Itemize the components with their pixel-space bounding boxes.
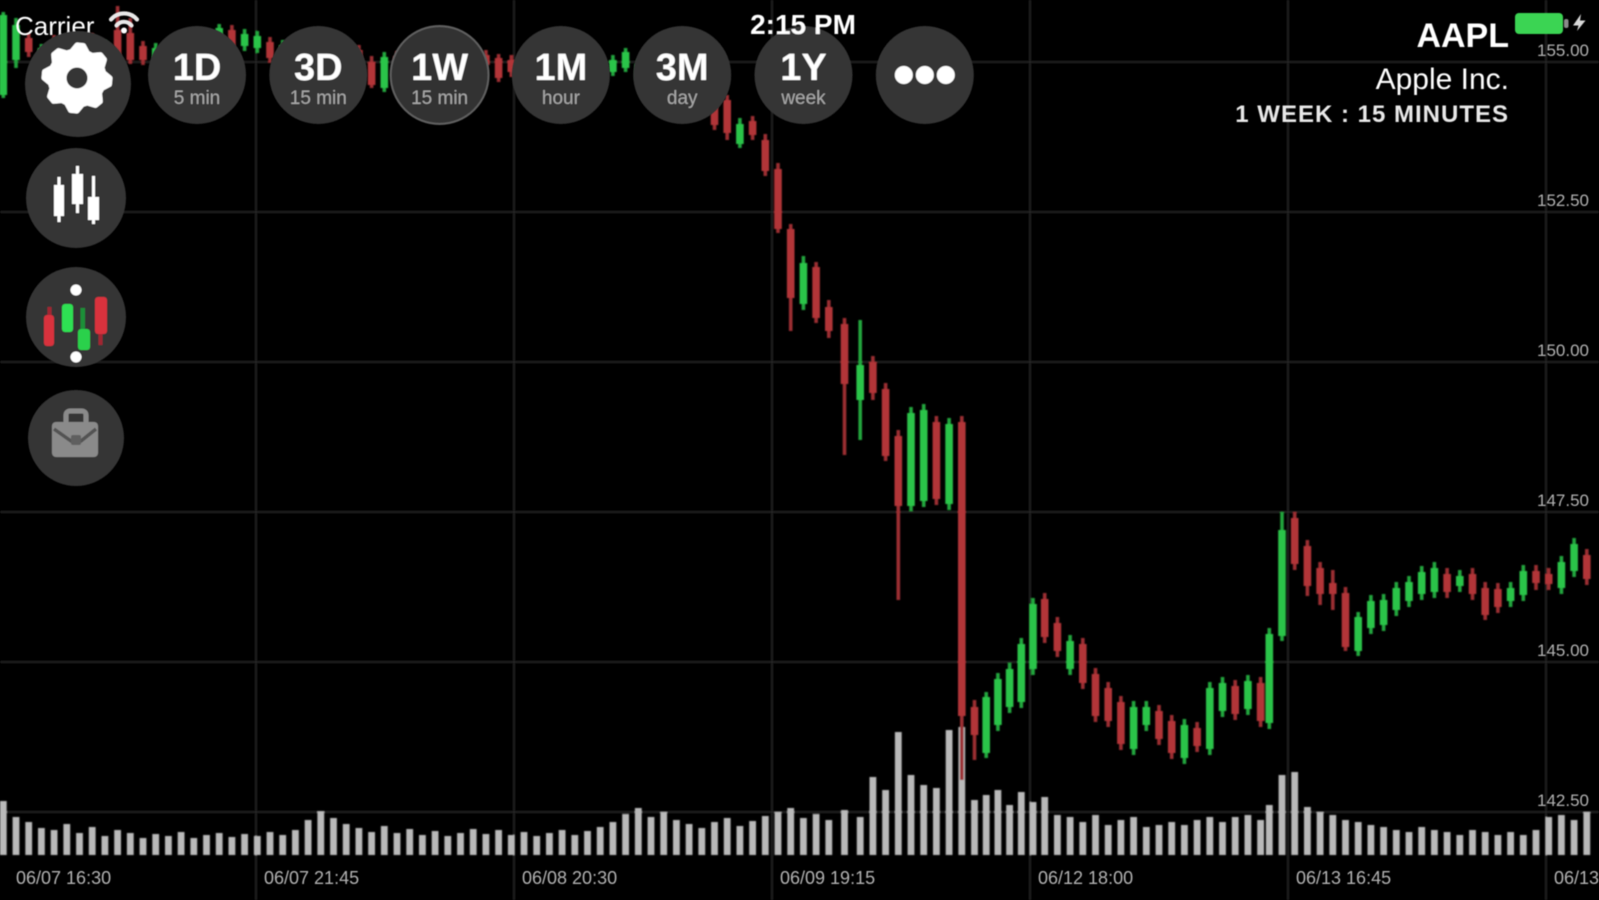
svg-text:150.00: 150.00 xyxy=(1537,341,1589,360)
svg-text:day: day xyxy=(667,88,698,109)
svg-text:2:15 PM: 2:15 PM xyxy=(750,9,856,40)
svg-text:hour: hour xyxy=(542,88,581,109)
svg-text:1W: 1W xyxy=(411,47,468,89)
svg-text:15 min: 15 min xyxy=(411,88,468,109)
svg-text:142.50: 142.50 xyxy=(1537,791,1589,810)
svg-text:3M: 3M xyxy=(656,47,709,89)
svg-text:06/12 18:00: 06/12 18:00 xyxy=(1038,868,1133,888)
svg-text:15 min: 15 min xyxy=(290,88,347,109)
svg-text:145.00: 145.00 xyxy=(1537,641,1589,660)
svg-text:06/13 16:45: 06/13 16:45 xyxy=(1296,868,1391,888)
svg-text:1Y: 1Y xyxy=(780,47,826,89)
svg-text:06/08 20:30: 06/08 20:30 xyxy=(522,868,617,888)
svg-text:06/13 15:30: 06/13 15:30 xyxy=(1554,868,1599,888)
svg-text:5 min: 5 min xyxy=(174,88,220,109)
svg-text:1D: 1D xyxy=(173,47,222,89)
svg-text:1 WEEK : 15 MINUTES: 1 WEEK : 15 MINUTES xyxy=(1235,101,1509,128)
svg-text:AAPL: AAPL xyxy=(1416,17,1509,55)
svg-text:147.50: 147.50 xyxy=(1537,491,1589,510)
svg-text:06/07 21:45: 06/07 21:45 xyxy=(264,868,359,888)
svg-text:week: week xyxy=(780,88,826,109)
svg-text:Apple Inc.: Apple Inc. xyxy=(1376,63,1509,96)
svg-text:155.00: 155.00 xyxy=(1537,41,1589,60)
svg-text:06/09 19:15: 06/09 19:15 xyxy=(780,868,875,888)
svg-text:3D: 3D xyxy=(294,47,343,89)
svg-text:06/07 16:30: 06/07 16:30 xyxy=(16,868,111,888)
svg-text:152.50: 152.50 xyxy=(1537,191,1589,210)
svg-text:1M: 1M xyxy=(535,47,588,89)
